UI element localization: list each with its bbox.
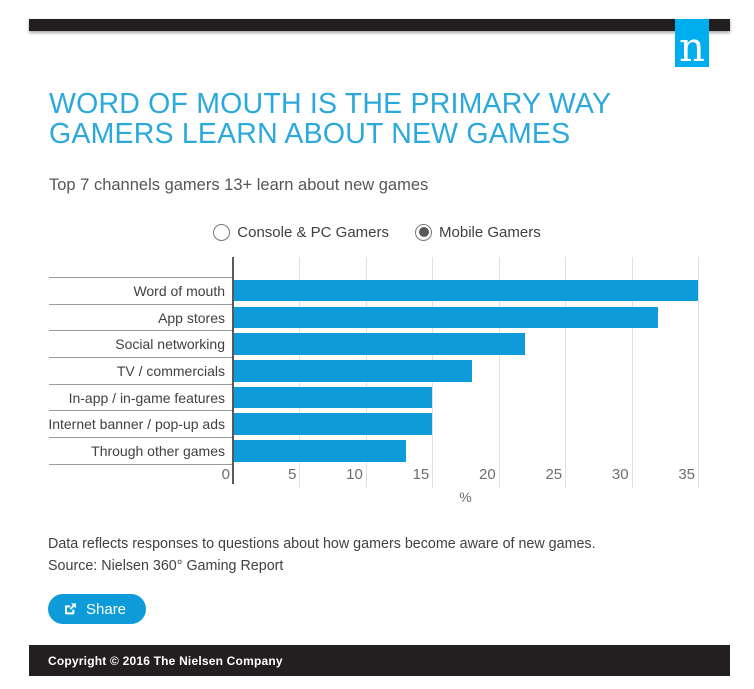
gridline <box>565 257 567 488</box>
category-row: Social networking <box>49 330 232 357</box>
chart-plot-area: % 0 5 10 15 20 25 30 35 <box>222 257 735 507</box>
chart-x-axis-label: % <box>459 489 472 505</box>
category-row: Word of mouth <box>49 277 232 304</box>
category-row: Internet banner / pop-up ads <box>48 410 232 437</box>
chart-subtitle: Top 7 channels gamers 13+ learn about ne… <box>49 176 429 194</box>
bar-through-other-games <box>233 440 406 462</box>
x-tick-label: 35 <box>678 466 695 483</box>
x-tick-label: 30 <box>611 466 629 483</box>
bar-social-networking <box>233 333 526 355</box>
chart-category-labels: Word of mouth App stores Social networking… <box>48 277 232 465</box>
gridline <box>698 257 699 488</box>
page-title: WORD OF MOUTH IS THE PRIMARY WAY GAMERS … <box>49 89 689 149</box>
gamer-type-legend: Console & PC Gamers Mobile Gamers <box>0 221 754 243</box>
x-tick-label: 15 <box>412 466 430 483</box>
chart-footnote: Data reflects responses to questions abo… <box>48 534 688 577</box>
bar-word-of-mouth <box>233 279 698 302</box>
x-tick-label: 10 <box>346 466 363 483</box>
radio-dot <box>217 227 227 237</box>
page-title-line1: WORD OF MOUTH IS THE PRIMARY WAY <box>49 88 612 120</box>
page-title-line2: GAMERS LEARN ABOUT NEW GAMES <box>49 118 571 150</box>
chart-y-axis-line <box>232 257 234 484</box>
copyright-text: Copyright © 2016 The Nielsen Company <box>48 653 283 668</box>
category-label: Social networking <box>115 336 225 353</box>
share-button[interactable]: Share <box>48 594 146 624</box>
category-row: TV / commercials <box>49 357 232 384</box>
bar-internet-banner-pop-up-ads <box>233 413 433 435</box>
radio-option-mobile-gamers[interactable]: Mobile Gamers <box>415 223 541 241</box>
share-button-label: Share <box>86 600 127 618</box>
radio-label: Mobile Gamers <box>439 223 541 241</box>
nielsen-logo: n <box>675 19 709 72</box>
nielsen-logo-letter: n <box>679 25 705 72</box>
category-label: Word of mouth <box>133 282 225 299</box>
share-icon <box>62 601 78 617</box>
footnote-source: Source: Nielsen 360° Gaming Report <box>48 557 284 574</box>
category-label: TV / commercials <box>116 362 225 379</box>
category-row: App stores <box>49 303 232 331</box>
category-label: Through other games <box>91 442 225 459</box>
category-row: In-app / in-game features <box>49 383 232 411</box>
x-tick-label: 5 <box>288 466 297 483</box>
bottom-black-bar: Copyright © 2016 The Nielsen Company <box>29 645 730 676</box>
x-tick-label: 25 <box>545 466 563 483</box>
radio-unselected-icon[interactable] <box>213 223 231 241</box>
gridline <box>631 257 633 488</box>
bar-tv-commercials <box>233 360 473 382</box>
category-label: In-app / in-game features <box>68 389 225 406</box>
top-black-bar <box>29 19 730 31</box>
footnote-line: Data reflects responses to questions abo… <box>48 536 596 552</box>
x-tick-label: 20 <box>479 466 496 483</box>
radio-selected-icon[interactable] <box>415 223 433 241</box>
bar-in-app-in-game-features <box>233 386 433 409</box>
radio-label: Console & PC Gamers <box>237 223 390 241</box>
category-label: App stores <box>158 309 225 326</box>
gridline <box>498 257 500 488</box>
category-label: Internet banner / pop-up ads <box>48 416 225 433</box>
x-tick-label: 0 <box>221 466 230 483</box>
bar-app-stores <box>233 306 659 329</box>
category-row: Through other games <box>49 437 232 464</box>
radio-option-console-pc-gamers[interactable]: Console & PC Gamers <box>213 223 390 241</box>
radio-dot <box>418 227 429 237</box>
